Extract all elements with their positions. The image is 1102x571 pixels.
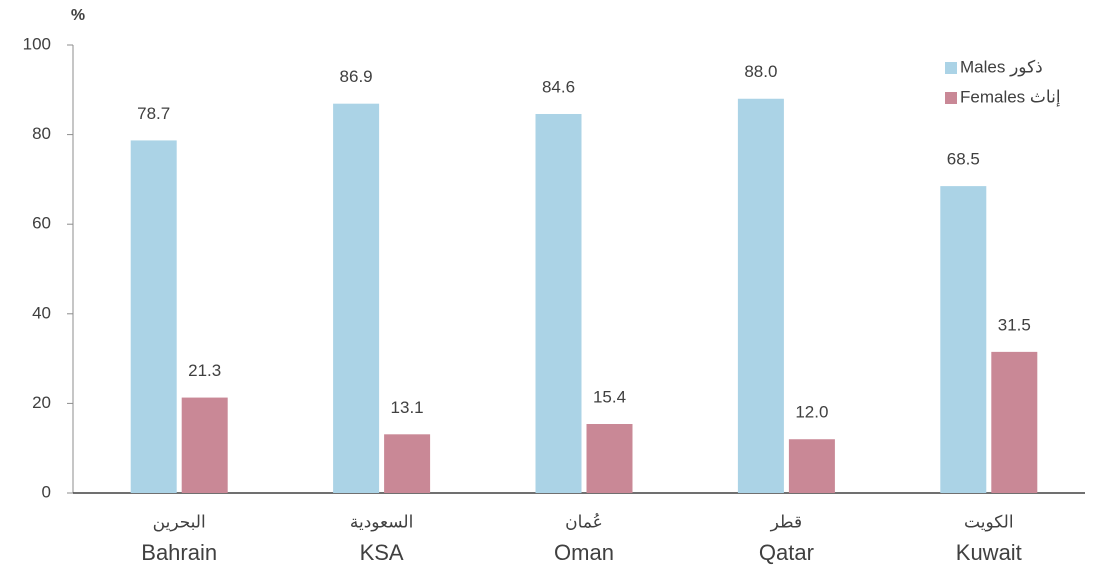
x-tick-label: Kuwait [956,540,1022,565]
bar [788,439,835,493]
value-label: 84.6 [542,77,575,96]
y-tick-label: 60 [32,214,51,233]
x-tick-label-ar: البحرين [153,512,206,531]
y-axis-label: % [71,7,85,24]
value-label: 31.5 [998,315,1031,334]
bar [535,113,582,493]
y-tick-label: 20 [32,393,51,412]
value-label: 68.5 [947,150,980,169]
legend-swatch [945,62,957,74]
x-tick-label: Oman [554,540,614,565]
bar [333,103,380,494]
y-tick-label: 40 [32,303,51,322]
y-tick-label: 80 [32,124,51,143]
y-tick-label: 100 [23,34,51,53]
x-tick-label: KSA [360,540,404,565]
legend-label: Females إناث [960,87,1061,106]
value-label: 78.7 [137,104,170,123]
legend-swatch [945,92,957,104]
x-tick-label-ar: عُمان [565,512,603,531]
bar [130,140,177,493]
value-label: 15.4 [593,387,626,406]
legend-label: Males ذكور [960,57,1043,76]
value-label: 21.3 [188,361,221,380]
value-label: 12.0 [795,403,828,422]
value-label: 86.9 [340,67,373,86]
y-tick-label: 0 [42,482,51,501]
bar [737,98,784,493]
x-tick-label-ar: الكويت [964,512,1014,531]
bar [991,351,1038,493]
bar [586,424,633,493]
bar [940,186,987,493]
bar [384,434,431,493]
value-label: 88.0 [744,62,777,81]
x-tick-label-ar: السعودية [350,512,413,531]
bar [181,397,228,493]
x-tick-label: Qatar [759,540,814,565]
x-tick-label-ar: قطر [770,512,802,531]
value-label: 13.1 [391,398,424,417]
x-tick-label: Bahrain [141,540,217,565]
